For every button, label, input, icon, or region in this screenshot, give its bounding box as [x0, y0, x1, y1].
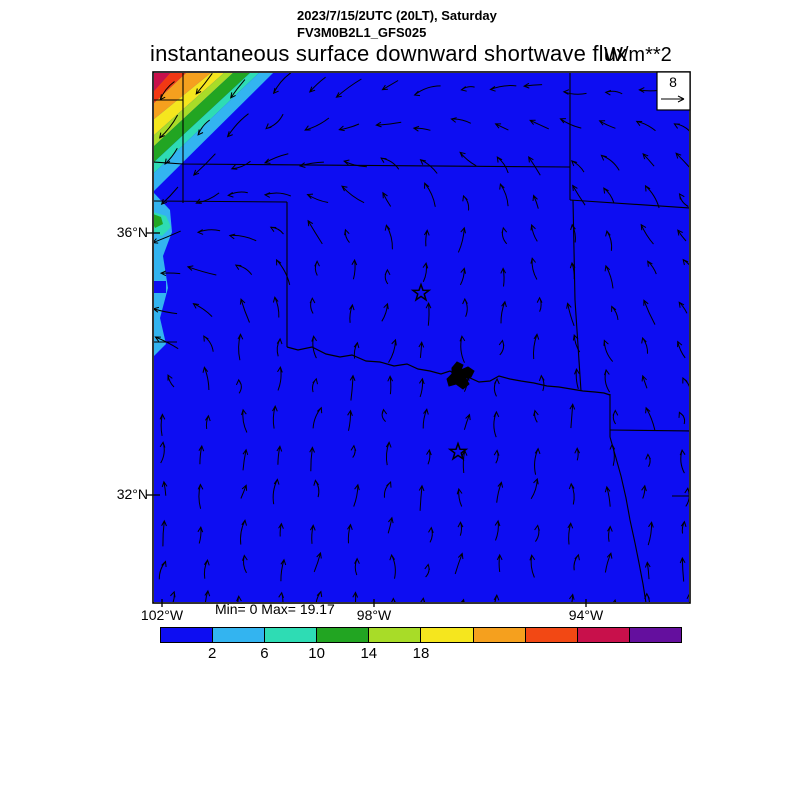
state-borders [154, 73, 689, 602]
plot-units: W/m**2 [604, 44, 672, 66]
city-star [447, 441, 469, 461]
minmax-stats: Min= 0 Max= 19.17 [215, 601, 335, 617]
colorbar-segment [421, 628, 474, 642]
colorbar-segment [525, 628, 578, 642]
colorbar-segment [213, 628, 266, 642]
colorbar-segment [577, 628, 630, 642]
colorbar-tick-label: 6 [260, 645, 269, 662]
colorbar-tick-label: 18 [412, 645, 430, 662]
reference-vector-box [656, 71, 691, 111]
colorbar-segment [473, 628, 526, 642]
x-tick-label: 102°W [140, 607, 184, 623]
plot-title: instantaneous surface downward shortwave… [150, 41, 628, 66]
wind-vectors [154, 73, 689, 602]
colorbar-tick-label: 2 [208, 645, 217, 662]
y-tick-label: 32°N [116, 486, 148, 502]
plot-datetime: 2023/7/15/2UTC (20LT), Saturday [297, 8, 497, 23]
plot-model-id: FV3M0B2L1_GFS025 [297, 25, 427, 40]
x-tick-label: 98°W [356, 607, 392, 623]
map-frame [152, 71, 691, 604]
colorbar-tick-label: 14 [360, 645, 378, 662]
reference-vector-value: 8 [669, 74, 677, 90]
colorbar [160, 627, 682, 643]
flux-field [154, 73, 689, 602]
colorbar-segment [317, 628, 370, 642]
colorbar-segment [629, 628, 681, 642]
colorbar-segment [369, 628, 422, 642]
x-tick-label: 94°W [568, 607, 604, 623]
city-star [410, 282, 432, 302]
colorbar-segment [265, 628, 318, 642]
y-tick-label: 36°N [116, 224, 148, 240]
colorbar-segment [161, 628, 214, 642]
colorbar-tick-label: 10 [308, 645, 325, 662]
